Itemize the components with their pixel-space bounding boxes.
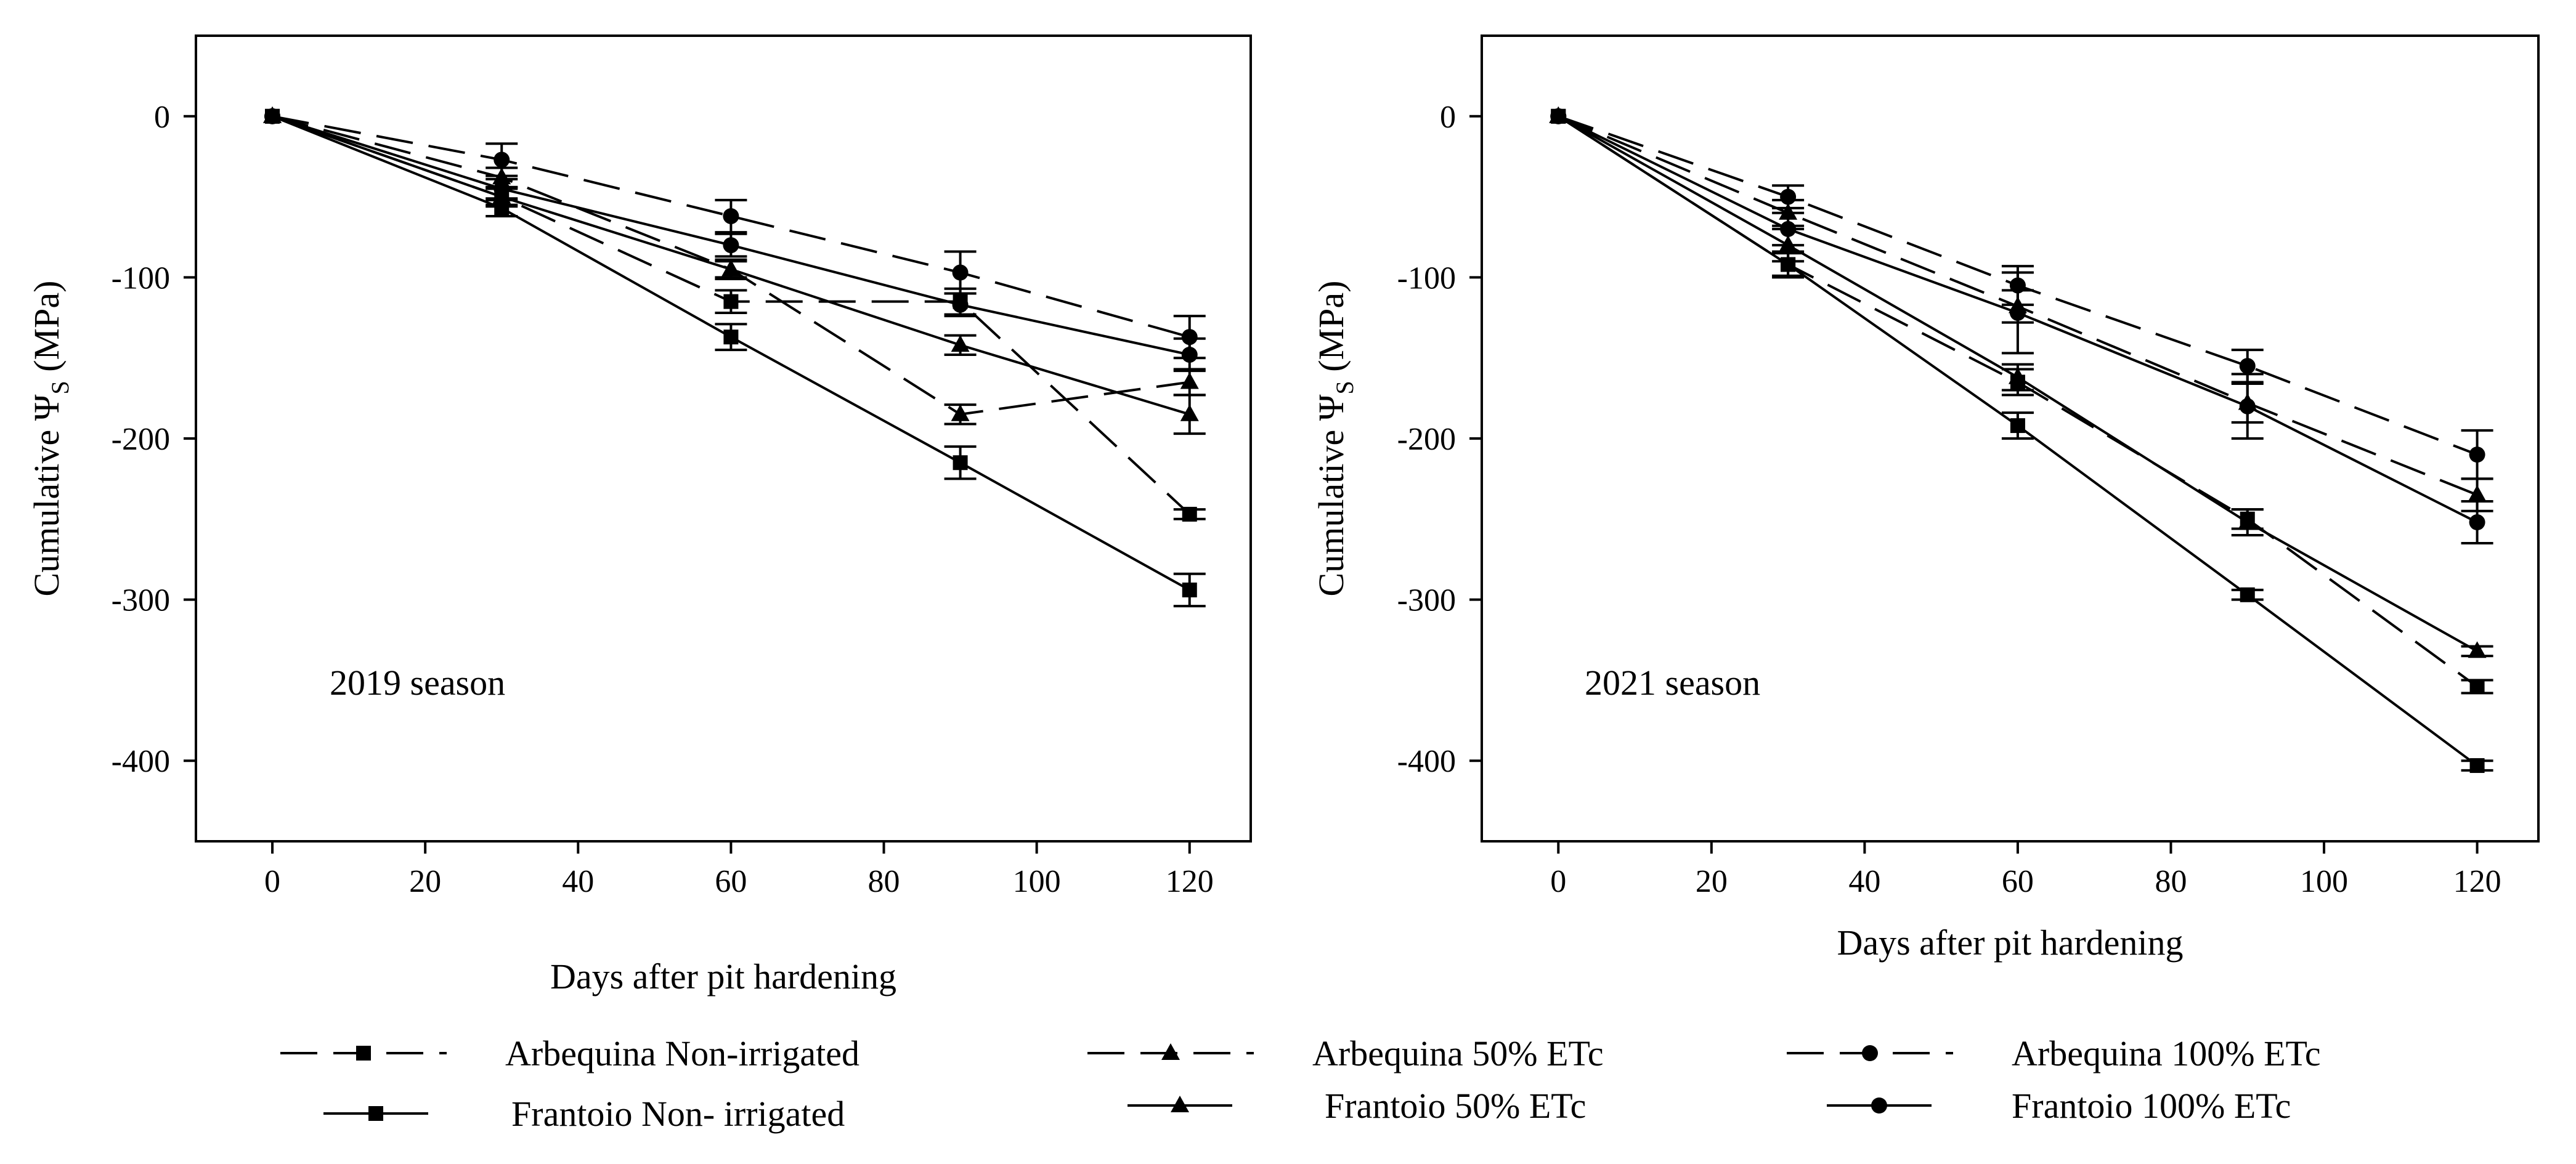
legend: Arbequina Non-irrigated Arbequina 50% ETc…	[280, 1033, 2321, 1134]
data-point	[1779, 203, 1798, 220]
legend-marker	[1161, 1043, 1180, 1060]
data-point	[2009, 304, 2026, 321]
series-6	[264, 108, 1206, 373]
x-tick-label: 40	[1848, 864, 1880, 899]
x-tick-label: 20	[1696, 864, 1728, 899]
season-label: 2021 season	[1585, 663, 1760, 703]
data-point	[1182, 582, 1197, 597]
legend-item: Arbequina 50% ETc	[1087, 1033, 1604, 1073]
series-line	[272, 115, 1191, 515]
legend-item: Frantoio Non- irrigated	[323, 1094, 845, 1134]
legend-marker	[1171, 1096, 1189, 1112]
data-point	[1181, 329, 1198, 346]
data-point	[1550, 108, 1567, 124]
data-point	[1780, 188, 1797, 205]
y-tick-label: -400	[1397, 744, 1456, 779]
x-axis-label: Days after pit hardening	[550, 956, 896, 996]
data-point	[723, 237, 739, 254]
series-5	[263, 106, 1206, 435]
chart-panel-1: 0 20 40 60 80 100 120 0 -100 -200 -300 -400 Days aft…	[26, 34, 1252, 996]
legend-label: Frantoio 100% ETc	[2012, 1086, 2291, 1126]
legend-marker	[1871, 1097, 1887, 1113]
x-tick-label: 80	[868, 864, 900, 899]
y-tick-label: -200	[1397, 422, 1456, 457]
data-point	[2469, 758, 2485, 774]
data-point	[723, 329, 739, 345]
y-tick-label: -100	[1397, 261, 1456, 296]
data-point	[953, 455, 968, 471]
y-tick-label: -300	[112, 583, 170, 618]
y-tick-label: 0	[154, 100, 170, 135]
series-1	[1551, 108, 2493, 695]
data-point	[1181, 346, 1198, 363]
data-point	[952, 296, 969, 313]
data-point	[721, 259, 741, 277]
data-point	[1780, 220, 1797, 237]
data-point	[2468, 641, 2487, 658]
y-tick-label: -100	[112, 261, 170, 296]
legend-label: Arbequina Non-irrigated	[505, 1033, 859, 1073]
y-tick-label: -400	[112, 744, 170, 779]
data-point	[2239, 358, 2256, 374]
data-point	[2469, 447, 2485, 463]
data-point	[1180, 404, 1199, 421]
x-tick-label: 0	[1550, 864, 1566, 899]
legend-label: Arbequina 100% ETc	[2012, 1033, 2321, 1073]
y-axis-label: Cumulative ΨS (MPa)	[26, 281, 74, 597]
x-axis-label: Days after pit hardening	[1837, 923, 2183, 963]
y-axis-label: Cumulative ΨS (MPa)	[1311, 281, 1359, 597]
data-point	[2469, 679, 2485, 694]
legend-item: Arbequina 100% ETc	[1787, 1033, 2321, 1073]
x-tick-label: 120	[1166, 864, 1214, 899]
data-point	[494, 180, 510, 197]
data-point	[951, 404, 970, 421]
data-point	[1180, 372, 1199, 389]
legend-marker	[1862, 1045, 1878, 1061]
y-tick-label: 0	[1440, 100, 1456, 135]
legend-item: Frantoio 100% ETc	[1827, 1086, 2291, 1126]
x-tick-label: 0	[264, 864, 280, 899]
x-tick-label: 100	[1013, 864, 1061, 899]
charts-layer: 0 20 40 60 80 100 120 0 -100 -200 -300 -400 Days aft…	[26, 34, 2540, 996]
data-point	[952, 264, 969, 281]
data-point	[2238, 512, 2257, 530]
data-point	[2239, 398, 2256, 414]
data-point	[951, 335, 970, 352]
legend-label: Frantoio Non- irrigated	[511, 1094, 845, 1134]
data-point	[2469, 514, 2485, 531]
x-tick-label: 100	[2300, 864, 2348, 899]
chart-panel-2: 0 20 40 60 80 100 120 0 -100 -200 -300 -400 Days aft…	[1311, 34, 2540, 963]
series-4	[265, 108, 1206, 608]
data-point	[2010, 418, 2025, 434]
data-point	[723, 208, 739, 224]
x-tick-label: 80	[2155, 864, 2187, 899]
series-5	[1549, 106, 2493, 658]
data-point	[723, 294, 739, 309]
legend-marker	[356, 1046, 371, 1061]
legend-marker	[368, 1106, 383, 1121]
x-tick-label: 40	[562, 864, 594, 899]
data-point	[2468, 485, 2487, 502]
series-6	[1550, 108, 2493, 545]
y-tick-label: -200	[112, 422, 170, 457]
legend-label: Arbequina 50% ETc	[1312, 1033, 1604, 1073]
data-point	[2240, 587, 2255, 602]
legend-label: Frantoio 50% ETc	[1325, 1086, 1586, 1126]
x-tick-label: 20	[409, 864, 441, 899]
data-point	[1182, 506, 1197, 522]
data-point	[264, 108, 281, 124]
legend-item: Frantoio 50% ETc	[1128, 1086, 1586, 1126]
x-tick-label: 60	[715, 864, 747, 899]
plot-frame	[195, 34, 1252, 843]
season-label: 2019 season	[330, 663, 505, 703]
series-3	[264, 108, 1206, 360]
x-tick-label: 120	[2453, 864, 2501, 899]
series-line	[272, 115, 1190, 591]
data-point	[2008, 367, 2027, 384]
x-tick-label: 60	[2002, 864, 2034, 899]
legend-item: Arbequina Non-irrigated	[280, 1033, 859, 1073]
y-tick-label: -300	[1397, 583, 1456, 618]
data-point	[494, 152, 510, 168]
